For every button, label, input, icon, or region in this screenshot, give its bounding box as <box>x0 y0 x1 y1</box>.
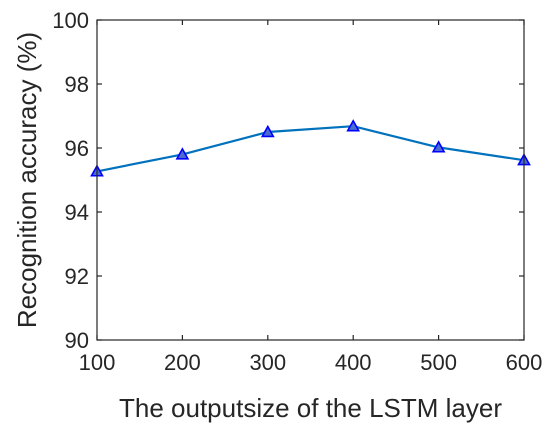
y-tick-label: 94 <box>65 200 89 225</box>
x-axis-title: The outputsize of the LSTM layer <box>119 393 502 423</box>
axes: 100 200 300 400 500 600 90 92 94 96 98 100 <box>52 8 542 375</box>
x-tick-label: 500 <box>420 350 457 375</box>
y-tick-label: 96 <box>65 136 89 161</box>
y-axis-title: Recognition accuracy (%) <box>12 32 42 328</box>
data-point-marker <box>431 140 446 153</box>
x-tick-label: 400 <box>335 350 372 375</box>
y-tick-label: 92 <box>65 264 89 289</box>
series-line <box>96 125 525 173</box>
x-tick-label: 300 <box>249 350 286 375</box>
data-point-marker <box>346 119 361 132</box>
data-point-marker <box>175 147 190 160</box>
plot-area <box>90 119 531 177</box>
y-tick-label: 98 <box>65 72 89 97</box>
data-point-marker <box>260 124 275 138</box>
y-tick-label: 90 <box>65 328 89 353</box>
axes-box <box>96 19 525 341</box>
x-tick-label: 100 <box>79 350 116 375</box>
y-tick-label: 100 <box>52 8 89 33</box>
x-tick-label: 200 <box>164 350 201 375</box>
x-tick-label: 600 <box>506 350 543 375</box>
